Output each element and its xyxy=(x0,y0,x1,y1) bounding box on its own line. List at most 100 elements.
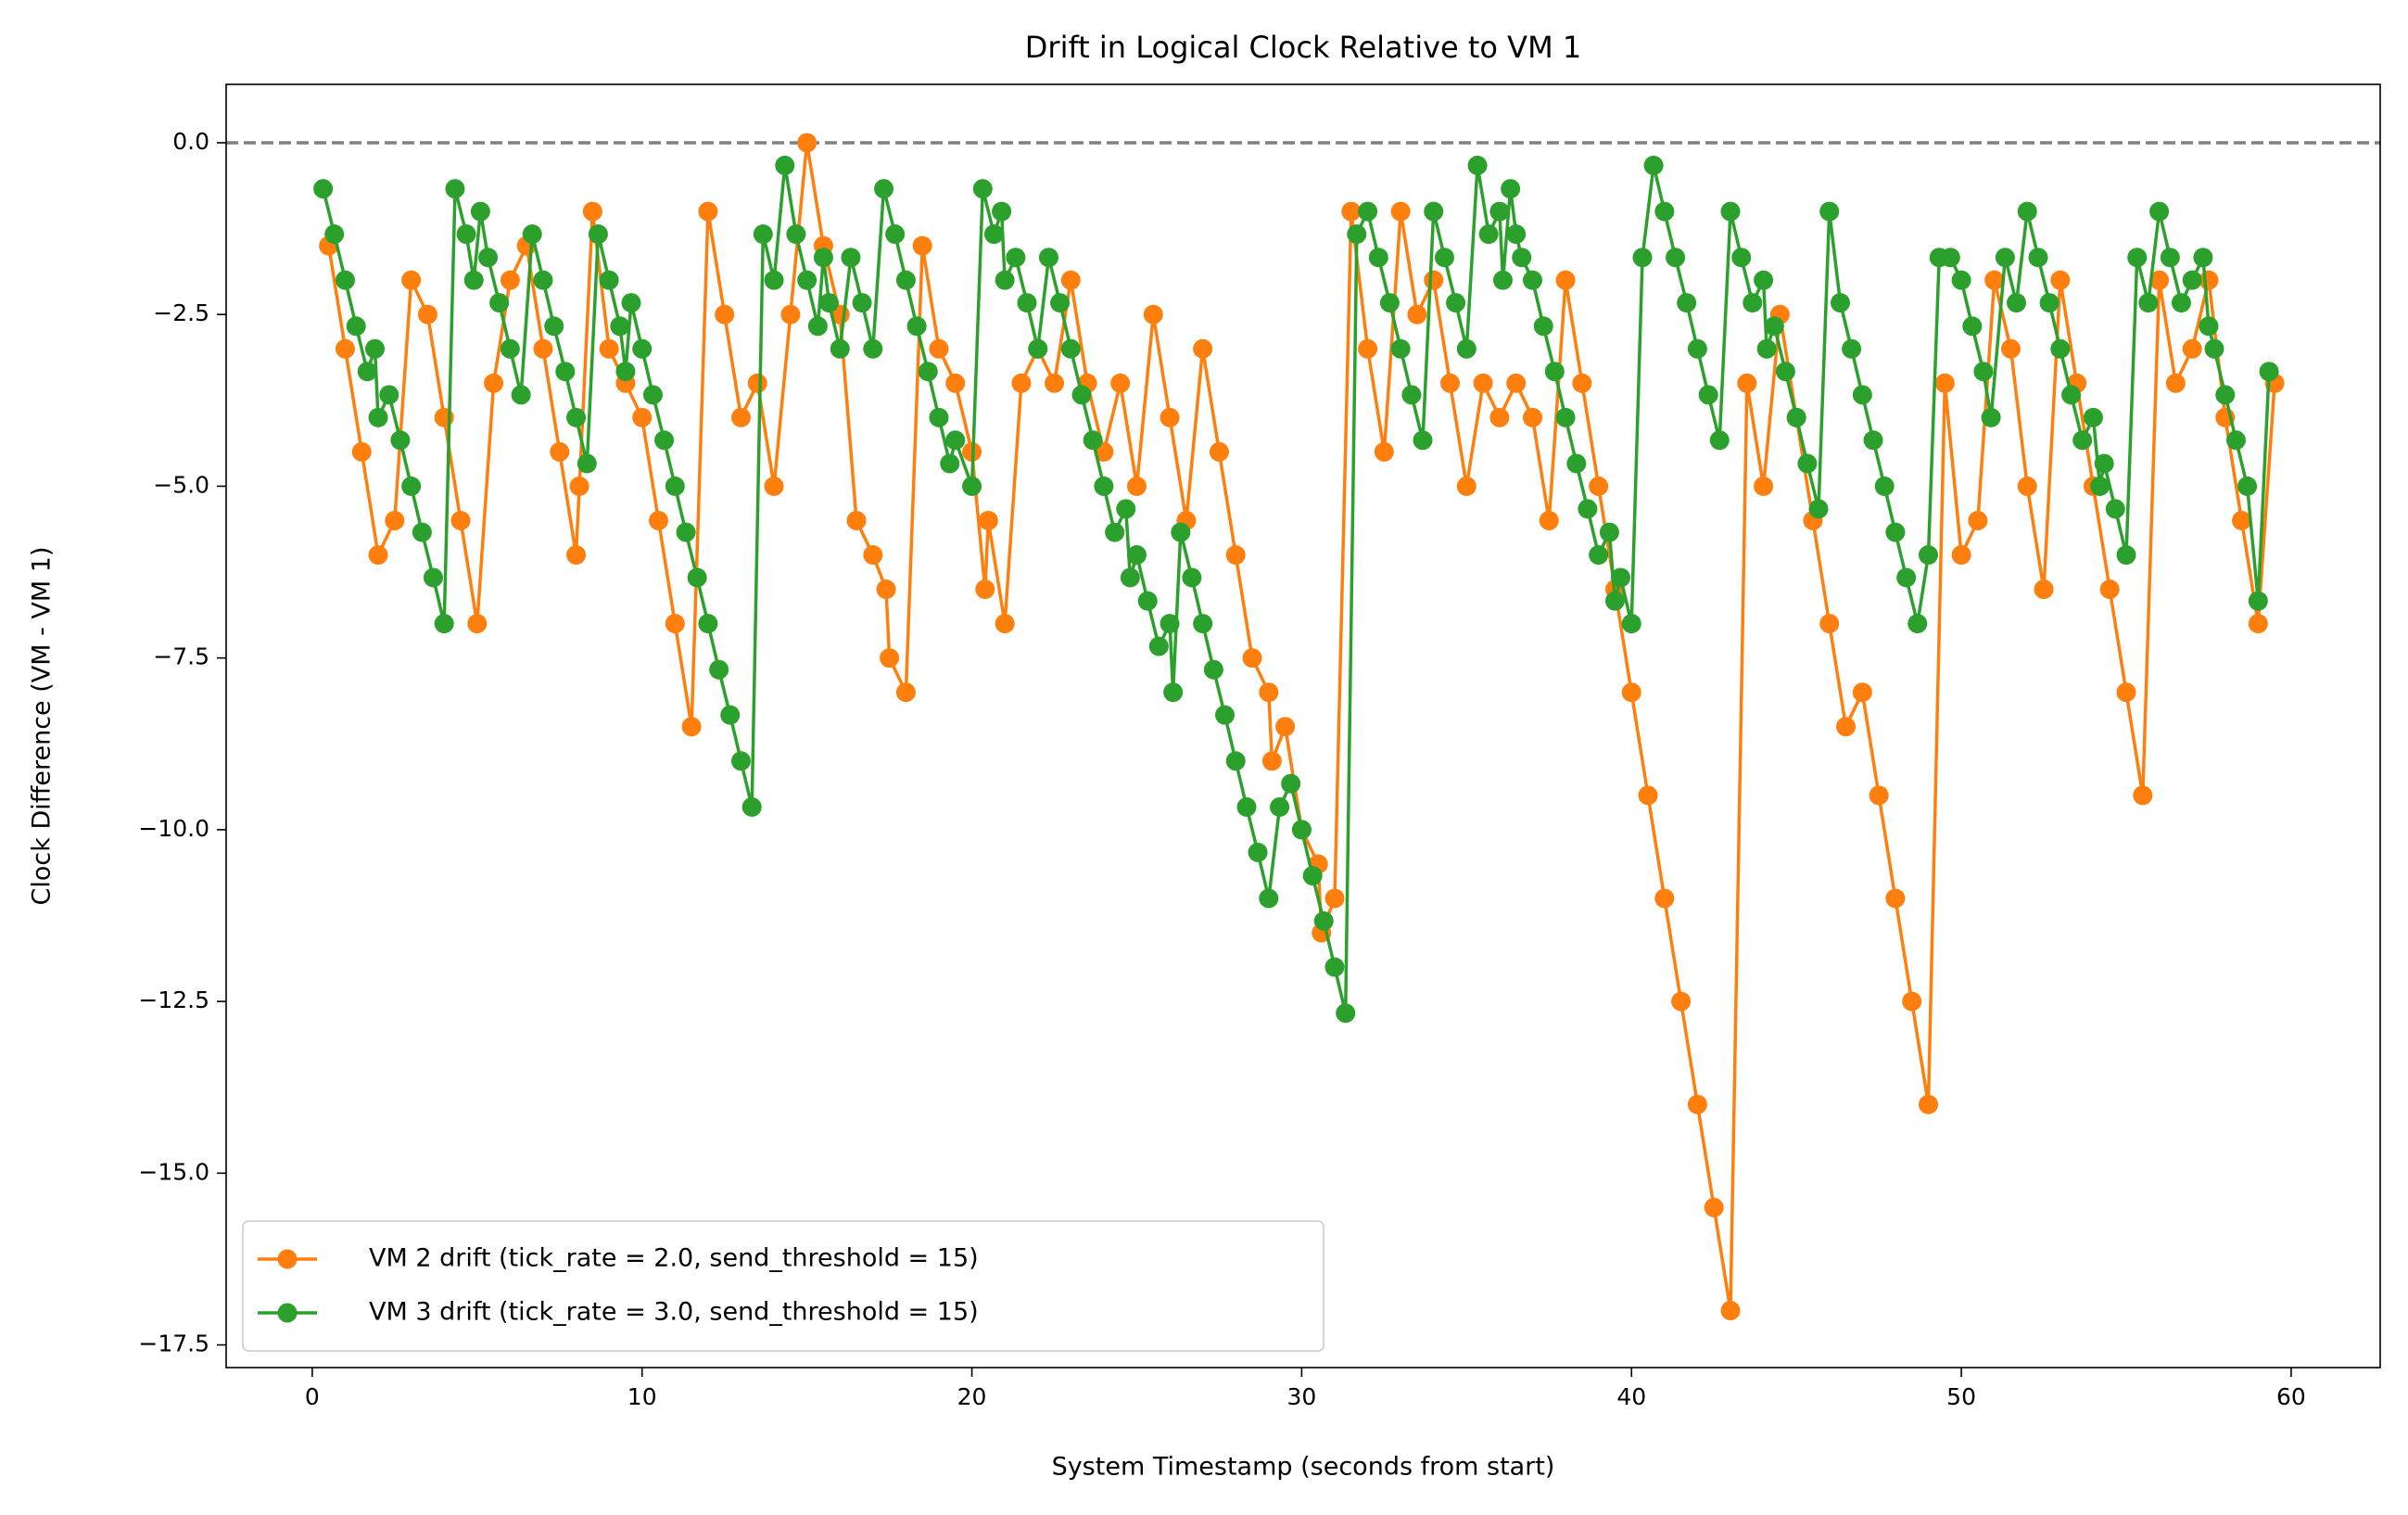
data-point xyxy=(1094,476,1114,496)
data-point xyxy=(1374,441,1394,462)
data-point xyxy=(2171,293,2191,313)
data-point xyxy=(665,614,685,634)
data-point xyxy=(1654,888,1675,909)
data-point xyxy=(1610,567,1630,588)
data-point xyxy=(368,545,388,566)
data-point xyxy=(1720,201,1741,222)
data-point xyxy=(730,751,751,771)
data-point xyxy=(1259,682,1279,703)
data-point xyxy=(401,476,422,496)
data-point xyxy=(676,522,696,542)
data-point xyxy=(1011,373,1032,393)
y-tick-label: −12.5 xyxy=(138,987,209,1013)
data-point xyxy=(2083,407,2103,427)
data-point xyxy=(1754,270,1774,290)
data-point xyxy=(1006,248,1026,268)
data-point xyxy=(555,362,576,382)
data-point xyxy=(1275,717,1296,737)
data-point xyxy=(1671,991,1692,1012)
data-point xyxy=(975,579,995,600)
data-point xyxy=(463,270,484,290)
data-point xyxy=(945,430,966,451)
data-point xyxy=(846,510,867,530)
data-point xyxy=(346,316,366,337)
data-point xyxy=(1544,362,1565,382)
data-point xyxy=(1555,270,1576,290)
data-point xyxy=(1506,373,1527,393)
data-point xyxy=(1869,785,1889,806)
data-point xyxy=(715,304,735,325)
data-point xyxy=(1137,591,1158,611)
data-point xyxy=(1126,476,1147,496)
data-point xyxy=(1291,820,1312,840)
data-point xyxy=(379,385,399,405)
data-point xyxy=(1902,991,1922,1012)
data-point xyxy=(2050,338,2071,359)
data-point xyxy=(2215,385,2236,405)
data-point xyxy=(1918,1094,1938,1114)
data-point xyxy=(385,510,405,530)
data-point xyxy=(1666,248,1686,268)
data-point xyxy=(2248,591,2268,611)
data-point xyxy=(489,293,510,313)
data-point xyxy=(863,338,883,359)
data-point xyxy=(2149,270,2170,290)
data-point xyxy=(456,224,476,245)
data-point xyxy=(2248,614,2268,634)
data-point xyxy=(1555,407,1576,427)
data-point xyxy=(1478,224,1499,245)
data-point xyxy=(1572,373,1592,393)
data-point xyxy=(852,293,872,313)
data-point xyxy=(1214,705,1235,725)
data-point xyxy=(1341,201,1362,222)
data-point xyxy=(995,614,1015,634)
data-point xyxy=(698,201,718,222)
x-tick-label: 30 xyxy=(1286,1383,1316,1410)
data-point xyxy=(764,476,784,496)
data-point xyxy=(720,705,741,725)
data-point xyxy=(1522,407,1542,427)
data-point xyxy=(478,248,499,268)
data-point xyxy=(2149,201,2170,222)
data-point xyxy=(797,270,817,290)
data-point xyxy=(351,441,372,462)
data-point xyxy=(632,338,653,359)
x-tick-label: 60 xyxy=(2276,1383,2306,1410)
data-point xyxy=(1324,888,1345,909)
data-point xyxy=(1775,362,1795,382)
data-point xyxy=(1225,545,1246,566)
data-point xyxy=(1981,407,2001,427)
data-point xyxy=(1995,248,2015,268)
data-point xyxy=(1193,338,1213,359)
data-point xyxy=(654,430,675,451)
data-point xyxy=(1160,407,1180,427)
data-point xyxy=(2237,476,2258,496)
chart-title: Drift in Logical Clock Relative to VM 1 xyxy=(1025,30,1581,65)
data-point xyxy=(1270,796,1290,817)
data-point xyxy=(797,133,817,153)
data-point xyxy=(599,338,619,359)
data-point xyxy=(533,338,553,359)
data-point xyxy=(357,362,377,382)
data-point xyxy=(775,155,795,175)
data-point xyxy=(445,179,465,199)
legend-text: VM 2 drift (tick_rate = 2.0, send_thresh… xyxy=(369,1244,979,1273)
data-point xyxy=(1896,567,1917,588)
data-point xyxy=(2072,430,2093,451)
data-point xyxy=(1687,338,1707,359)
data-point xyxy=(1313,910,1334,931)
data-point xyxy=(1171,522,1191,542)
data-point xyxy=(599,270,619,290)
data-point xyxy=(484,373,504,393)
data-point xyxy=(1654,201,1675,222)
y-tick-label: −10.0 xyxy=(138,815,209,842)
data-point xyxy=(1160,614,1180,634)
data-point xyxy=(1390,338,1411,359)
data-point xyxy=(500,338,520,359)
data-point xyxy=(912,236,932,256)
data-point xyxy=(1621,682,1641,703)
data-point xyxy=(1424,201,1444,222)
data-point xyxy=(423,567,443,588)
data-point xyxy=(2182,270,2202,290)
data-point xyxy=(1017,293,1037,313)
